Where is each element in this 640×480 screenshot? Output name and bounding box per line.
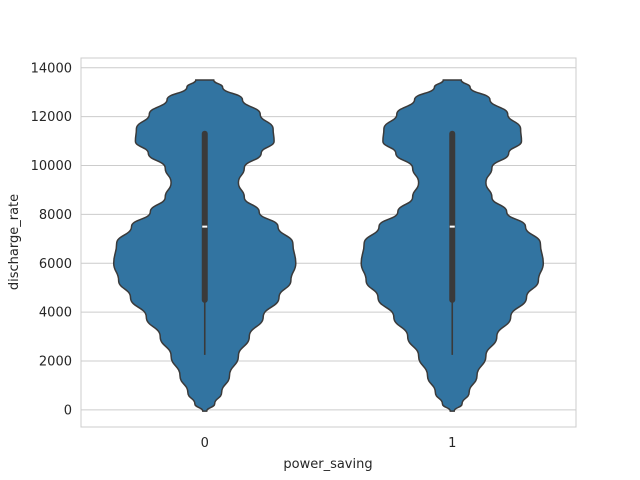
y-tick-label: 12000 [31,110,72,125]
x-tick-label: 1 [448,436,456,451]
y-tick-label: 14000 [31,61,72,76]
x-axis-label: power_saving [283,457,372,472]
y-tick-label: 4000 [39,306,72,321]
y-axis-ticks: 0 2000 4000 6000 8000 10000 12000 14000 [31,61,72,418]
violin-group [112,79,545,412]
y-tick-label: 10000 [31,159,72,174]
y-tick-label: 2000 [39,355,72,370]
y-axis-label: discharge_rate [7,194,22,290]
x-tick-label: 0 [201,436,209,451]
y-tick-label: 0 [64,403,72,418]
y-tick-label: 6000 [39,257,72,272]
y-tick-label: 8000 [39,208,72,223]
